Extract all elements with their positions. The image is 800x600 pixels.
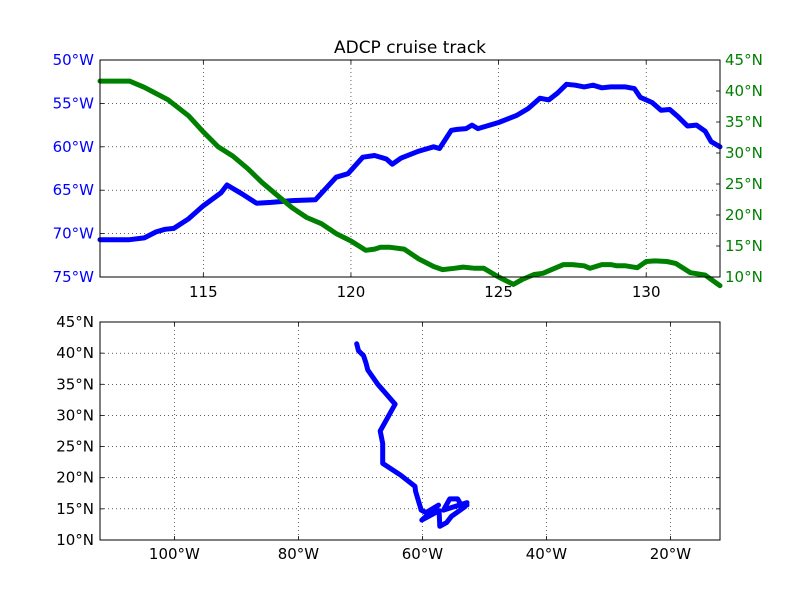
bottom-y-tick-label: 35°N <box>56 375 94 393</box>
top-right-tick-label: 30°N <box>725 144 763 162</box>
bottom-y-tick-label: 20°N <box>56 469 94 487</box>
bottom-y-tick-label: 30°N <box>56 406 94 424</box>
top-left-tick-label: 65°W <box>53 181 95 199</box>
bottom-y-tick-label: 10°N <box>56 531 94 549</box>
top-right-tick-label: 15°N <box>725 237 763 255</box>
bottom-track-line <box>354 341 470 529</box>
top-right-tick-label: 10°N <box>725 268 763 286</box>
top-x-tick-label: 130 <box>632 283 661 301</box>
bottom-chart: 100°W 80°W 60°W 40°W 20°W 45°N 40°N 35°N 30°N 25… <box>56 313 721 563</box>
bottom-grid <box>100 322 720 540</box>
bottom-x-tick-label: 20°W <box>650 545 692 563</box>
top-left-tick-label: 50°W <box>53 51 95 69</box>
top-left-axis: 50°W 55°W 60°W 65°W 70°W 75°W <box>53 51 104 286</box>
top-right-tick-label: 45°N <box>725 51 763 69</box>
top-x-tick-label: 125 <box>484 283 513 301</box>
top-right-axis: 45°N 40°N 35°N 30°N 25°N 20°N 15°N 10°N <box>716 51 763 286</box>
top-chart: 115 120 125 130 50°W 55°W 60°W 65°W 70°W 75°W 45… <box>53 38 763 301</box>
top-right-tick-label: 20°N <box>725 206 763 224</box>
top-x-axis: 115 120 125 130 <box>189 60 661 301</box>
chart-title: ADCP cruise track <box>334 38 486 58</box>
bottom-x-tick-label: 40°W <box>526 545 568 563</box>
bottom-y-tick-label: 40°N <box>56 344 94 362</box>
top-right-tick-label: 35°N <box>725 113 763 131</box>
bottom-x-tick-label: 100°W <box>149 545 200 563</box>
bottom-y-axis: 45°N 40°N 35°N 30°N 25°N 20°N 15°N 10°N <box>56 313 720 549</box>
top-series-line-latitude <box>97 78 723 289</box>
bottom-x-tick-label: 60°W <box>402 545 444 563</box>
bottom-x-tick-label: 80°W <box>278 545 320 563</box>
top-left-tick-label: 75°W <box>53 268 95 286</box>
top-series-line-longitude <box>97 81 723 243</box>
top-plot-area <box>100 60 720 277</box>
bottom-plot-frame <box>99 321 721 541</box>
top-left-tick-label: 70°W <box>53 225 95 243</box>
bottom-y-tick-label: 15°N <box>56 500 94 518</box>
bottom-y-tick-label: 25°N <box>56 438 94 456</box>
top-x-tick-label: 115 <box>189 283 218 301</box>
bottom-y-tick-label: 45°N <box>56 313 94 331</box>
bottom-x-axis: 100°W 80°W 60°W 40°W 20°W <box>149 322 691 563</box>
bottom-series <box>354 341 470 529</box>
top-left-tick-label: 60°W <box>53 138 95 156</box>
top-right-tick-label: 25°N <box>725 175 763 193</box>
top-x-tick-label: 120 <box>337 283 366 301</box>
top-right-tick-label: 40°N <box>725 82 763 100</box>
top-left-tick-label: 55°W <box>53 94 95 112</box>
bottom-plot-area <box>100 322 720 540</box>
top-series <box>97 78 723 289</box>
top-grid <box>100 60 720 277</box>
top-plot-frame <box>99 59 721 278</box>
